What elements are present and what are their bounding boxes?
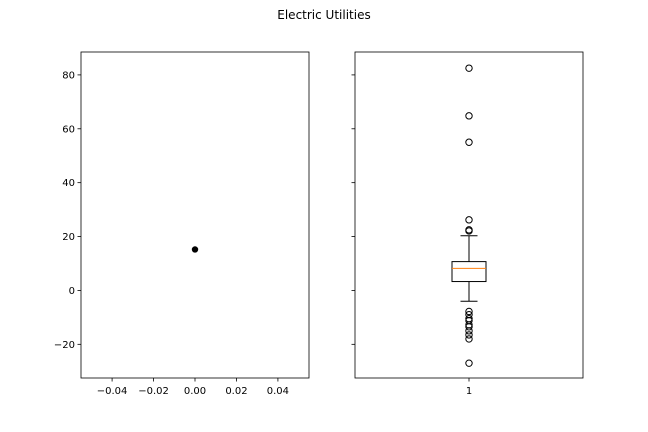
box-iqr <box>451 261 487 283</box>
x-tick-label: 0.00 <box>184 386 206 397</box>
outlier-point <box>465 331 473 339</box>
boxplot-axes: 1 <box>351 51 584 397</box>
y-tick-label: 0 <box>69 286 75 297</box>
axes-frame <box>354 51 584 379</box>
x-tick-label: −0.02 <box>138 386 169 397</box>
outlier-point <box>465 307 473 316</box>
outlier-point <box>465 138 473 146</box>
outlier-point <box>465 112 473 120</box>
y-tick-label: 40 <box>62 178 75 189</box>
outlier-point <box>465 64 473 72</box>
x-tick-label: −0.04 <box>97 386 128 397</box>
x-tick-label: 0.02 <box>225 386 247 397</box>
y-tick-label: 20 <box>62 232 75 243</box>
y-tick-label: 60 <box>62 124 75 135</box>
y-tick-label: −20 <box>54 340 75 351</box>
axes-frame <box>80 51 310 379</box>
outlier-point <box>465 335 473 343</box>
outlier-point <box>465 216 473 224</box>
x-tick-label: 0.04 <box>267 386 289 397</box>
y-tick-label: 80 <box>62 70 75 81</box>
scatter-axes: −20 0 20 40 60 80 −0.04 −0.02 0.00 0.02 0.04 <box>54 51 310 397</box>
outlier-point <box>465 359 473 367</box>
figure-title: Electric Utilities <box>277 8 370 22</box>
outlier-point <box>465 227 473 235</box>
outlier-point <box>465 327 473 335</box>
data-point <box>191 246 199 253</box>
outlier-point <box>465 323 473 331</box>
x-tick-label: 1 <box>466 386 472 397</box>
